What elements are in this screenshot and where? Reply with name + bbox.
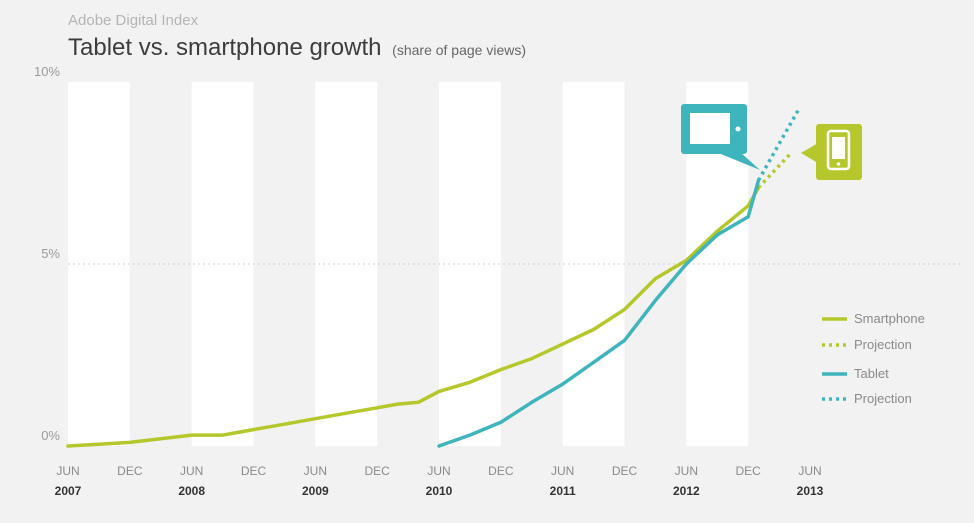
tablet-icon-screen [690, 113, 730, 144]
y-tick-label: 10% [34, 64, 60, 79]
y-tick-label: 5% [41, 246, 60, 261]
legend-label: Projection [854, 391, 912, 406]
x-tick-label: JUN [551, 464, 574, 478]
x-tick-label: JUN [798, 464, 821, 478]
y-tick-label: 0% [41, 428, 60, 443]
tablet-icon-button [735, 126, 741, 132]
x-tick-label: DEC [612, 464, 638, 478]
smartphone-icon-callout-tail [801, 143, 818, 163]
column-stripes [68, 82, 749, 446]
y-axis: 0% 5% 10% [34, 64, 60, 443]
x-tick-label: JUN [180, 464, 203, 478]
source-label: Adobe Digital Index [68, 12, 199, 29]
smartphone-icon [801, 124, 862, 180]
x-tick-label: JUN [675, 464, 698, 478]
smartphone-icon-body [826, 129, 851, 171]
x-tick-label: JUN [56, 464, 79, 478]
x-tick-label: DEC [735, 464, 761, 478]
series-line-smartphone-projection [757, 153, 791, 189]
series-lines [66, 106, 802, 448]
legend: Smartphone Projection Tablet Projection [822, 311, 925, 406]
legend-label: Projection [854, 337, 912, 352]
x-axis: JUN 2007 DEC JUN 2008 DEC JUN 2009 DEC JUN 2010 DEC… [55, 464, 824, 498]
chart-subtitle: (share of page views) [392, 42, 527, 58]
smartphone-icon-screen [832, 137, 845, 159]
tablet-icon-callout-tail [716, 152, 760, 170]
smartphone-icon-button [836, 162, 841, 166]
x-tick-year-label: 2009 [302, 484, 329, 498]
tablet-icon [681, 104, 760, 170]
series-line-smartphone [66, 185, 761, 448]
x-tick-label: DEC [117, 464, 143, 478]
x-tick-year-label: 2012 [673, 484, 700, 498]
x-tick-year-label: 2011 [550, 484, 576, 498]
x-tick-year-label: 2010 [426, 484, 453, 498]
x-tick-year-label: 2013 [797, 484, 824, 498]
legend-label: Tablet [854, 366, 889, 381]
x-tick-label: DEC [241, 464, 267, 478]
x-tick-label: DEC [488, 464, 514, 478]
x-tick-year-label: 2008 [178, 484, 205, 498]
column-stripe [315, 82, 378, 446]
chart-title: Tablet vs. smartphone growth (share of p… [68, 34, 526, 62]
series-line-tablet [437, 178, 761, 448]
legend-label: Smartphone [854, 311, 925, 326]
x-tick-label: JUN [304, 464, 327, 478]
series-line-tablet-projection [756, 106, 802, 182]
x-tick-label: JUN [427, 464, 450, 478]
x-tick-year-label: 2007 [55, 484, 82, 498]
chart-title-text: Tablet vs. smartphone growth [68, 34, 382, 61]
x-tick-label: DEC [364, 464, 390, 478]
